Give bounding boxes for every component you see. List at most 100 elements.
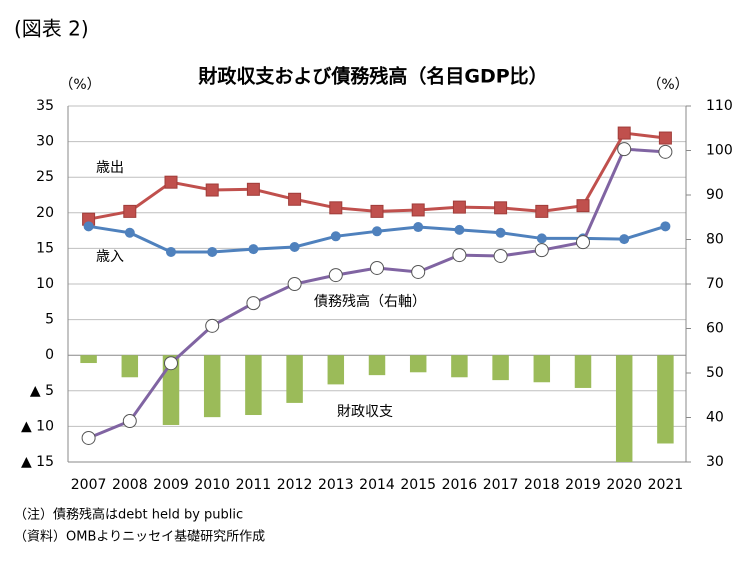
marker [370, 204, 384, 218]
note: （資料）OMBよりニッセイ基礎研究所作成 [14, 530, 265, 545]
bar [451, 355, 468, 378]
bar [245, 355, 262, 416]
marker [535, 204, 549, 218]
y2-tick-label: 60 [706, 321, 724, 337]
y-tick-label: 5 [45, 312, 54, 328]
y-tick-label: ▲ 15 [21, 454, 54, 470]
bar [492, 355, 509, 381]
x-tick-label: 2018 [524, 477, 560, 493]
y-unit: （%） [59, 77, 100, 93]
marker [288, 192, 302, 206]
x-tick-label: 2009 [153, 477, 189, 493]
marker [205, 183, 219, 197]
bar [657, 355, 674, 444]
marker [370, 260, 384, 275]
bar [533, 355, 551, 383]
marker [122, 414, 137, 429]
series-label: 財政収支 [337, 404, 393, 420]
x-tick-label: 2011 [236, 477, 272, 493]
series-label: 債務残高（右軸） [314, 293, 426, 310]
marker [493, 248, 508, 263]
y2-tick-label: 40 [706, 410, 724, 426]
marker [246, 296, 261, 311]
bar [203, 355, 221, 418]
bar [615, 355, 633, 462]
x-tick-label: 2021 [648, 477, 684, 493]
x-tick-label: 2012 [277, 477, 313, 493]
y-tick-label: 10 [36, 276, 54, 292]
marker [494, 201, 508, 215]
marker [411, 264, 426, 279]
x-tick-label: 2020 [606, 477, 642, 493]
bar [121, 355, 139, 378]
marker [576, 235, 590, 250]
x-tick-label: 2016 [442, 477, 478, 493]
figure-label: (図表 2) [14, 17, 89, 41]
marker [81, 430, 96, 445]
y-tick-label: ▲ 5 [30, 383, 54, 399]
marker [207, 246, 218, 257]
y-tick-label: 35 [36, 98, 54, 114]
marker [289, 241, 300, 252]
x-tick-label: 2017 [483, 477, 519, 493]
marker [454, 224, 465, 235]
y2-tick-label: 90 [706, 187, 724, 203]
marker [617, 126, 631, 140]
marker [534, 243, 549, 258]
x-tick-label: 2013 [318, 477, 354, 493]
marker [205, 318, 220, 333]
bar [368, 355, 386, 376]
y2-unit: （%） [647, 77, 688, 93]
y2-tick-label: 100 [706, 143, 733, 159]
marker [617, 142, 632, 157]
marker [411, 203, 425, 217]
marker [658, 131, 672, 145]
marker [328, 268, 343, 283]
marker [166, 246, 176, 257]
marker [124, 227, 135, 238]
marker [619, 234, 630, 245]
marker [495, 227, 506, 238]
x-tick-label: 2010 [194, 477, 230, 493]
y-tick-label: 15 [36, 240, 54, 256]
marker [413, 222, 424, 233]
marker [658, 144, 673, 159]
marker [372, 226, 382, 237]
y2-tick-label: 50 [706, 365, 724, 381]
bar [162, 355, 180, 425]
marker [576, 199, 590, 213]
bar [327, 355, 345, 385]
y-tick-label: 25 [36, 169, 54, 185]
marker [452, 200, 466, 214]
series-label: 歳入 [96, 249, 124, 265]
marker [246, 182, 260, 196]
y2-tick-label: 80 [706, 232, 724, 248]
y2-tick-label: 70 [706, 276, 724, 292]
x-tick-label: 2019 [565, 477, 601, 493]
marker [329, 201, 343, 215]
note: （注）債務残高はdebt held by public [14, 507, 243, 523]
marker [248, 244, 259, 255]
marker [287, 277, 302, 291]
y2-tick-label: 110 [706, 98, 733, 114]
marker [330, 231, 341, 242]
marker [452, 248, 467, 263]
marker [164, 356, 178, 371]
chart-title: 財政収支および債務残高（名目GDP比） [198, 65, 547, 88]
y-tick-label: 0 [45, 347, 54, 363]
marker [83, 221, 94, 232]
bar [80, 355, 97, 364]
y-tick-label: 30 [36, 134, 54, 150]
y2-tick-label: 30 [706, 454, 724, 470]
bar [409, 355, 427, 373]
marker [164, 175, 178, 189]
bar [286, 355, 303, 403]
y-tick-label: ▲ 10 [21, 418, 54, 434]
series-label: 歳出 [96, 160, 124, 176]
x-tick-label: 2007 [71, 477, 107, 493]
marker [536, 233, 547, 244]
x-tick-label: 2014 [359, 477, 395, 493]
x-tick-label: 2008 [112, 477, 148, 493]
marker [123, 204, 137, 218]
